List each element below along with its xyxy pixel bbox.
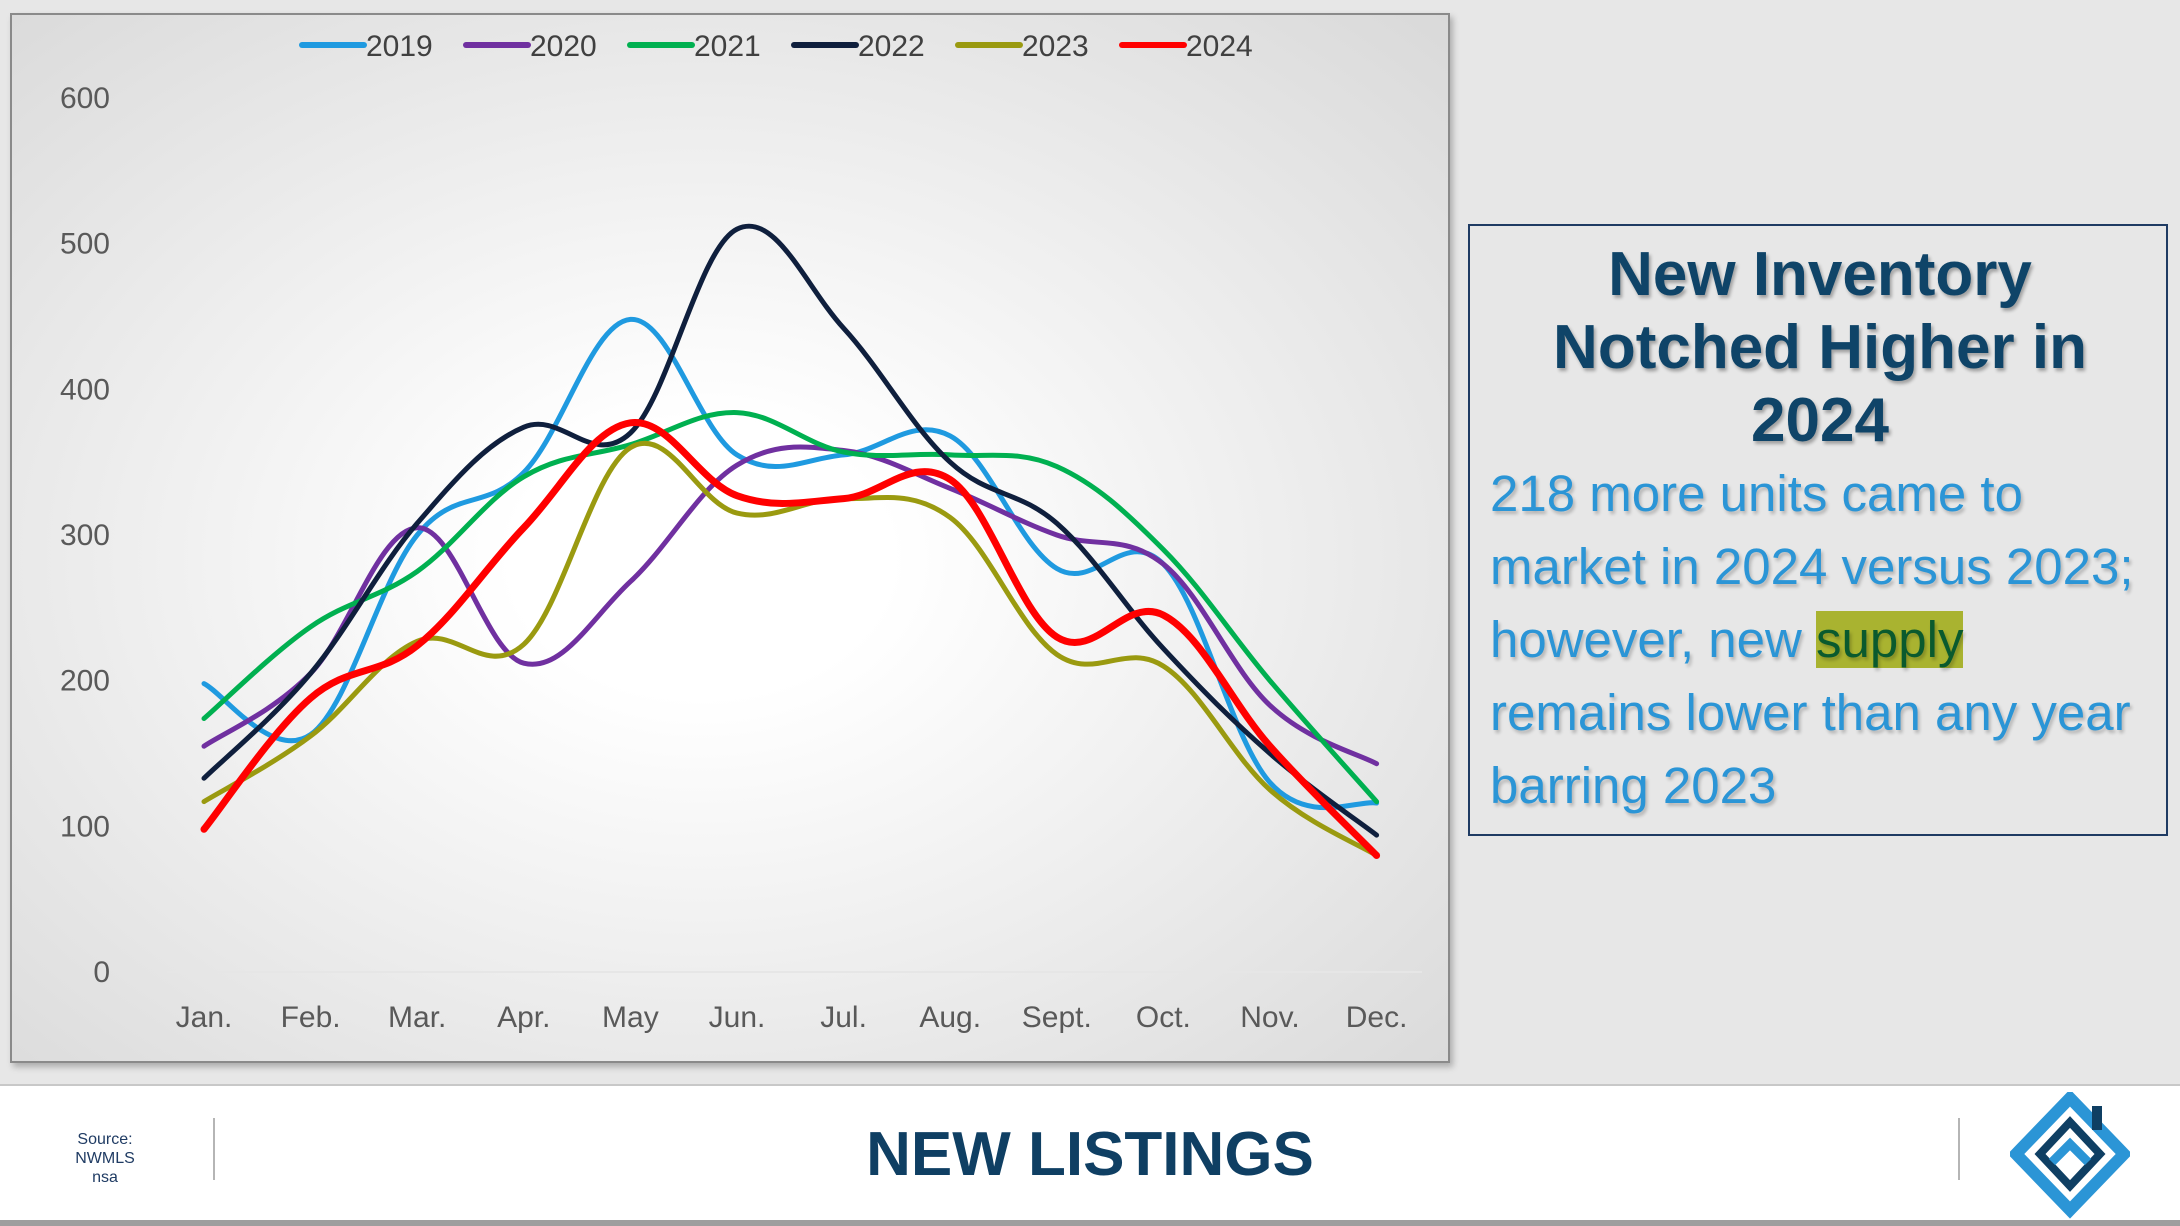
info-box: New Inventory Notched Higher in 2024 218… (1468, 224, 2168, 836)
footer: Source: NWMLS nsa NEW LISTINGS (0, 1084, 2180, 1226)
x-tick-label: Oct. (1136, 1001, 1191, 1034)
source-label: Source: (77, 1131, 133, 1148)
source-name: NWMLS (75, 1150, 135, 1167)
series-lines (200, 223, 1381, 859)
legend-label-2019: 2019 (366, 30, 433, 63)
x-tick-label: Mar. (388, 1001, 446, 1034)
x-tick-label: Feb. (281, 1001, 341, 1034)
legend-label-2022: 2022 (858, 30, 925, 63)
y-tick-label: 0 (93, 956, 110, 989)
series-line-2021 (201, 410, 1380, 805)
info-body-highlight: supply (1816, 611, 1964, 668)
legend-label-2020: 2020 (530, 30, 597, 63)
footer-bottom-border (0, 1220, 2180, 1226)
y-tick-label: 300 (60, 519, 110, 552)
company-logo-icon (2010, 1092, 2130, 1219)
series-line-2024 (200, 419, 1381, 859)
x-tick-label: Dec. (1346, 1001, 1408, 1034)
x-tick-label: Nov. (1240, 1001, 1299, 1034)
legend-label-2024: 2024 (1186, 30, 1253, 63)
x-tick-label: Jul. (820, 1001, 867, 1034)
x-axis-ticks: Jan. Feb. Mar. Apr. May Jun. Jul. Aug. Sept. Oct.… (176, 1001, 1408, 1034)
y-tick-label: 100 (60, 810, 110, 843)
y-tick-label: 400 (60, 373, 110, 406)
footer-title: NEW LISTINGS (866, 1120, 1314, 1189)
legend-label-2021: 2021 (694, 30, 761, 63)
footer-divider-right (1958, 1118, 1960, 1180)
source-note: Source: NWMLS nsa (60, 1130, 150, 1187)
series-line-2019 (201, 316, 1380, 811)
x-tick-label: Aug. (919, 1001, 981, 1034)
info-body-text-2: remains lower than any year barring 2023 (1490, 684, 2131, 814)
legend-label-2023: 2023 (1022, 30, 1089, 63)
series-line-2023 (201, 440, 1380, 858)
x-tick-label: May (602, 1001, 659, 1034)
y-tick-label: 600 (60, 82, 110, 115)
series-line-2022 (201, 223, 1380, 838)
info-title: New Inventory Notched Higher in 2024 (1553, 240, 2087, 455)
info-body: 218 more units came to market in 2024 ve… (1490, 457, 2150, 822)
chart-panel: 0 100 200 300 400 500 600 Jan. Feb. Mar. Apr. May J… (10, 13, 1450, 1063)
x-tick-label: Jun. (709, 1001, 766, 1034)
legend: 2019 2020 2021 2022 2023 2024 (299, 30, 1253, 63)
source-adjustment: nsa (92, 1169, 118, 1186)
x-tick-label: Sept. (1022, 1001, 1092, 1034)
x-tick-label: Jan. (176, 1001, 233, 1034)
y-axis-ticks: 0 100 200 300 400 500 600 (60, 82, 110, 989)
y-tick-label: 200 (60, 665, 110, 698)
series-line-2020 (201, 444, 1380, 767)
info-body-text-1: 218 more units came to market in 2024 ve… (1490, 465, 2134, 668)
y-tick-label: 500 (60, 228, 110, 261)
x-tick-label: Apr. (497, 1001, 550, 1034)
footer-divider-left (213, 1118, 215, 1180)
